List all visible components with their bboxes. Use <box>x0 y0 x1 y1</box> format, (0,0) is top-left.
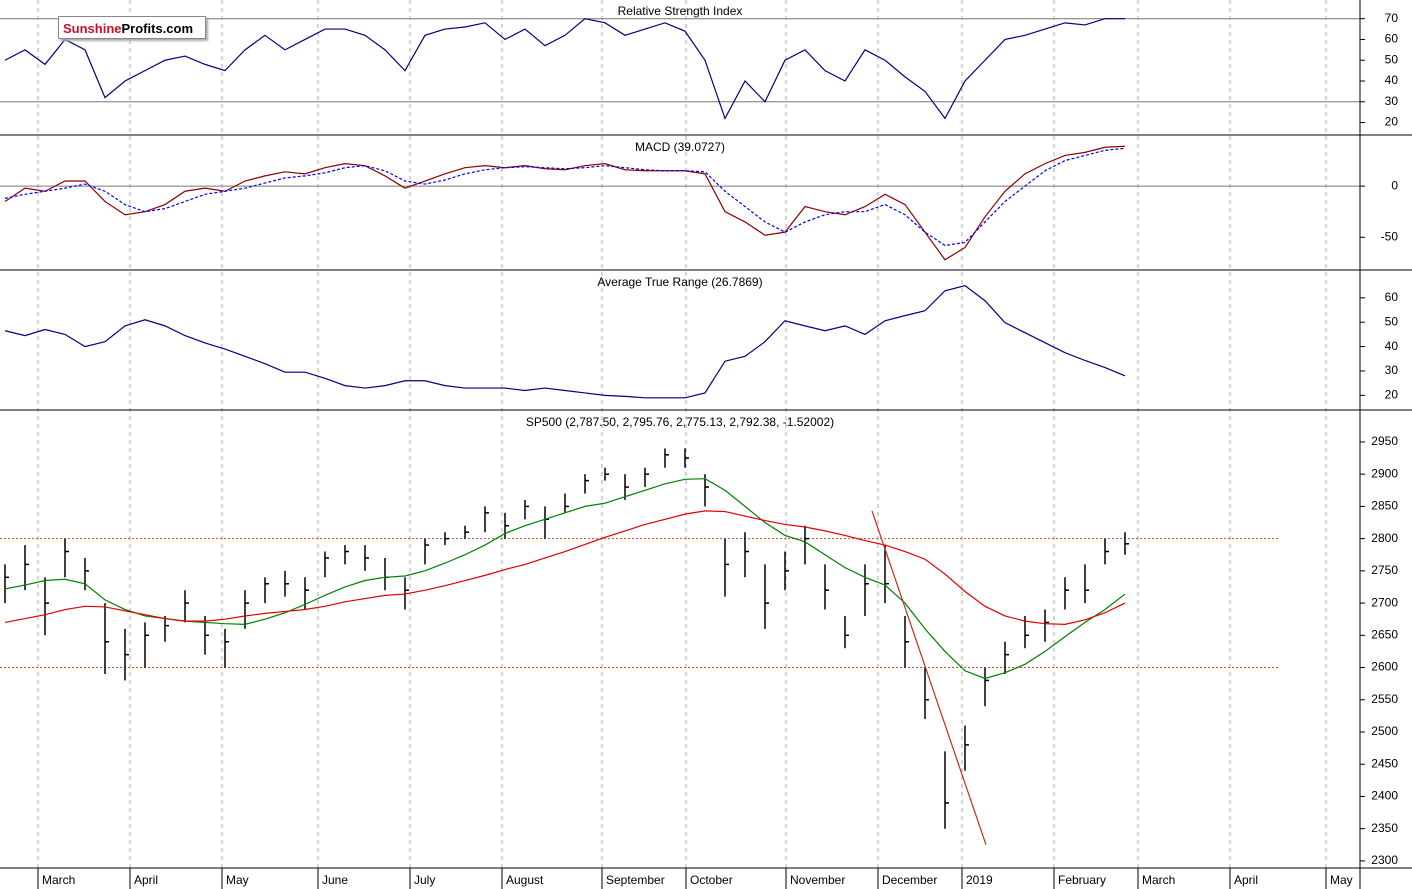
y-tick-label: 2400 <box>1371 789 1398 803</box>
y-tick-label: 20 <box>1385 388 1399 402</box>
series-line <box>4 510 1126 625</box>
x-tick-label: December <box>882 873 937 887</box>
x-tick-label: June <box>322 873 348 887</box>
x-tick-label: 2019 <box>966 873 993 887</box>
y-tick-label: 50 <box>1385 52 1399 66</box>
logo-suffix: Profits.com <box>121 21 194 36</box>
y-tick-label: 60 <box>1385 32 1399 46</box>
panel-title: MACD (39.0727) <box>635 140 725 154</box>
y-tick-label: 2800 <box>1371 531 1398 545</box>
y-tick-label: 30 <box>1385 94 1399 108</box>
y-tick-label: 40 <box>1385 73 1399 87</box>
y-tick-label: 2850 <box>1371 499 1398 513</box>
y-tick-label: 2300 <box>1371 853 1398 867</box>
y-tick-label: 40 <box>1385 339 1399 353</box>
panel-title: Relative Strength Index <box>618 4 743 18</box>
x-tick-label: March <box>1142 873 1175 887</box>
y-tick-label: 2900 <box>1371 466 1398 480</box>
y-tick-label: -50 <box>1381 229 1399 243</box>
panel-title: SP500 (2,787.50, 2,795.76, 2,775.13, 2,7… <box>526 415 834 429</box>
y-tick-label: 2950 <box>1371 434 1398 448</box>
x-tick-label: September <box>606 873 665 887</box>
y-tick-label: 60 <box>1385 290 1399 304</box>
y-tick-label: 2500 <box>1371 724 1398 738</box>
logo: SunshineProfits.com <box>58 16 206 39</box>
y-tick-label: 2650 <box>1371 627 1398 641</box>
y-tick-label: 0 <box>1391 178 1398 192</box>
y-tick-label: 50 <box>1385 314 1399 328</box>
series-line <box>4 284 1126 399</box>
y-tick-label: 2750 <box>1371 563 1398 577</box>
y-tick-label: 2450 <box>1371 756 1398 770</box>
series-line <box>4 18 1125 120</box>
x-tick-label: August <box>506 873 544 887</box>
x-tick-label: November <box>790 873 845 887</box>
y-tick-label: 2550 <box>1371 692 1398 706</box>
y-tick-label: 70 <box>1385 11 1399 25</box>
x-tick-label: April <box>1234 873 1258 887</box>
series-line <box>4 145 1126 261</box>
x-tick-label: October <box>690 873 733 887</box>
y-tick-label: 2600 <box>1371 660 1398 674</box>
panel-title: Average True Range (26.7869) <box>597 275 762 289</box>
trend-line <box>871 510 987 845</box>
y-tick-label: 20 <box>1385 115 1399 129</box>
x-tick-label: May <box>226 873 249 887</box>
x-tick-label: March <box>42 873 75 887</box>
x-tick-label: July <box>414 873 435 887</box>
x-tick-label: February <box>1058 873 1106 887</box>
series-line <box>4 147 1126 247</box>
x-tick-label: April <box>134 873 158 887</box>
y-tick-label: 30 <box>1385 363 1399 377</box>
logo-brand: Sunshine <box>63 21 122 36</box>
y-tick-label: 2700 <box>1371 595 1398 609</box>
x-tick-label: May <box>1330 873 1353 887</box>
y-tick-label: 2350 <box>1371 821 1398 835</box>
